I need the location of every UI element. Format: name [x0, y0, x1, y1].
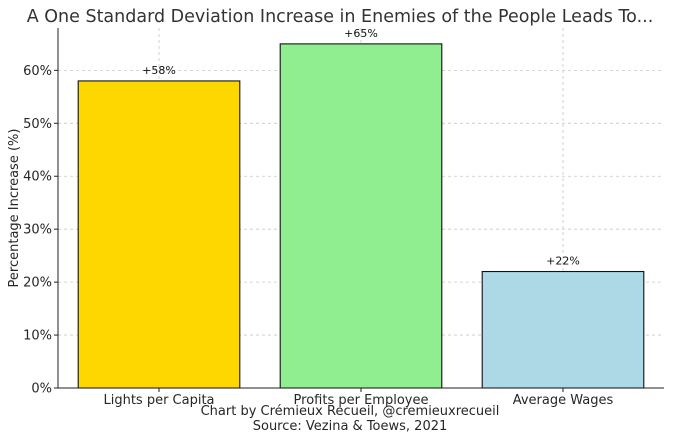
bars: [77, 43, 645, 389]
y-tick-label: 60%: [23, 64, 52, 79]
y-tick-label: 20%: [23, 276, 52, 291]
bar-average-wages: [481, 270, 645, 389]
x-tick-label: Profits per Employee: [294, 393, 429, 408]
y-axis-title: Percentage Increase (%): [7, 129, 22, 288]
axes: [54, 28, 664, 392]
x-tick-label: Lights per Capita: [103, 393, 214, 408]
chart-title: A One Standard Deviation Increase in Ene…: [27, 7, 654, 27]
labels: 0% 10% 20% 30% 40% 50% 60% Lights per Capita +58…: [23, 27, 613, 408]
y-tick-label: 0%: [31, 382, 52, 397]
data-label: +65%: [344, 27, 378, 40]
footer-source: Source: Vezina & Toews, 2021: [253, 419, 448, 434]
x-tick-label: Average Wages: [513, 393, 614, 408]
data-label: +58%: [142, 64, 176, 77]
footer-credit: Chart by Crémieux Recueil, @cremieuxrecu…: [201, 404, 500, 419]
y-tick-label: 50%: [23, 117, 52, 132]
bar-lights-per-capita: [77, 80, 241, 389]
y-tick-label: 10%: [23, 329, 52, 344]
y-tick-label: 40%: [23, 170, 52, 185]
y-tick-label: 30%: [23, 223, 52, 238]
data-label: +22%: [546, 255, 580, 268]
bar-profits-per-employee: [279, 43, 443, 389]
